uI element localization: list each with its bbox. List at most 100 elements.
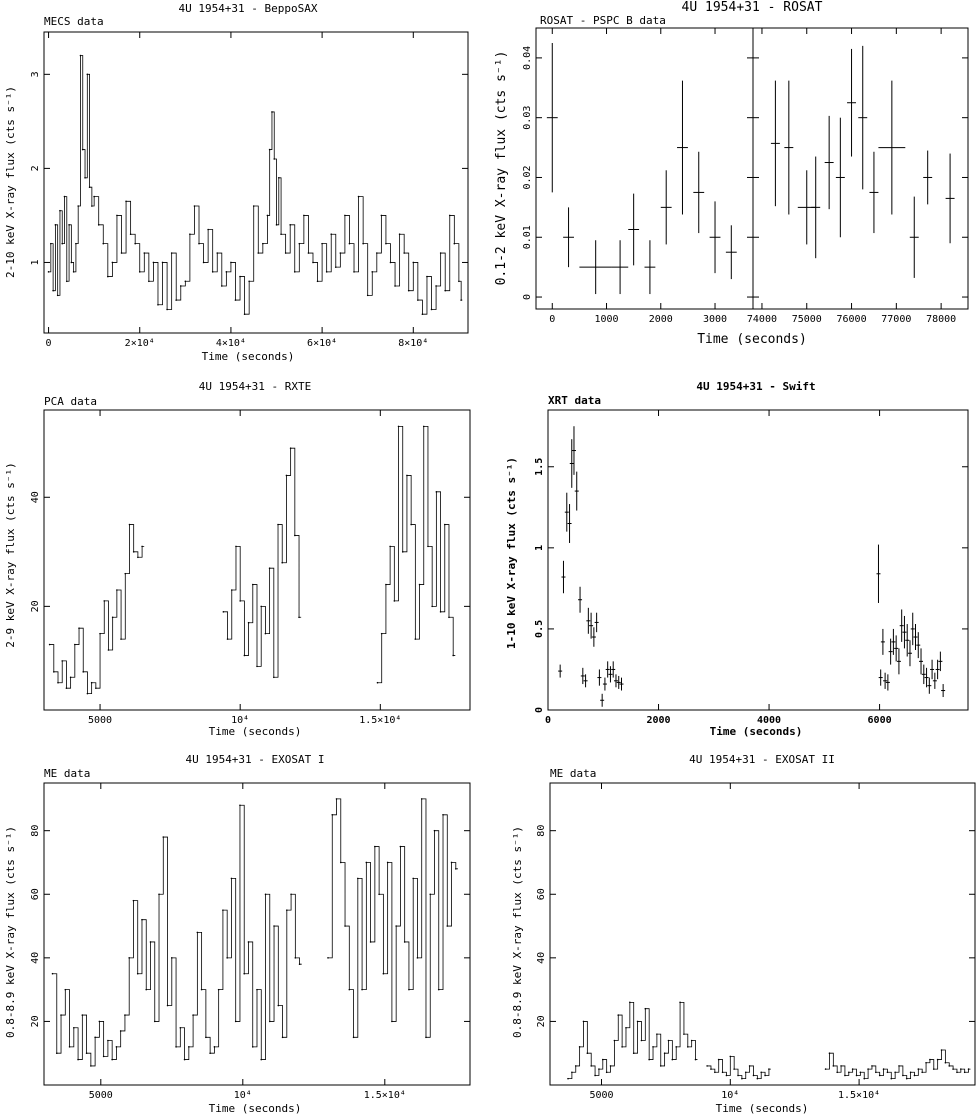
swift-xtick-label-2: 4000 [757,715,781,726]
exo2-point-0-28 [675,1046,678,1048]
exo2-point-1-3 [717,1058,720,1061]
exo1-point-0-25 [158,893,160,896]
exo1-point-1-26 [437,988,440,991]
exo2-point-2-8 [855,1074,858,1077]
exo2-point-0-12 [613,1039,616,1042]
beppo-point-0-95 [421,313,424,315]
beppo-point-0-62 [275,224,278,226]
exo2-point-1-2 [714,1071,716,1074]
exo1-point-0-18 [128,957,130,959]
exo1-point-0-51 [268,1020,271,1023]
exo1-point-0-56 [290,893,292,896]
rxte-point-1-1 [226,638,229,640]
beppo-point-0-79 [348,242,351,245]
rxte-ytick-label-0: 20 [30,600,41,612]
exo2-point-0-25 [663,1052,666,1055]
rxte-point-0-6 [74,643,76,646]
exo2-point-0-5 [586,1052,589,1055]
rxte-series-0 [49,524,145,695]
rxte-point-1-10 [264,632,267,635]
exo1-xtick-label-2: 1.5×10⁴ [364,1090,406,1101]
exo2-point-2-29 [936,1058,939,1061]
beppo-point-0-26 [120,252,123,254]
beppo-point-0-75 [330,233,333,236]
exo2-point-2-27 [929,1058,931,1061]
exo1-point-1-20 [412,877,415,880]
beppo-point-0-54 [248,280,250,283]
exo2-point-0-0 [567,1077,569,1080]
exo2-point-0-32 [690,1039,693,1042]
beppo-point-0-46 [211,271,214,273]
beppo-point-0-100 [444,289,447,292]
exo2-point-1-9 [741,1077,743,1080]
exo1-point-0-5 [73,1026,75,1029]
exo1-point-0-58 [298,963,301,965]
exo1-point-0-29 [175,1046,177,1048]
exo2-point-2-9 [859,1071,862,1074]
exo1-point-1-2 [335,798,338,800]
exo2-point-2-34 [956,1071,958,1074]
exo1-point-1-9 [365,861,368,864]
exo2-point-2-18 [894,1071,896,1074]
exo2-point-1-7 [733,1068,735,1070]
exo1-point-1-11 [374,845,376,848]
exo1-point-0-9 [90,1065,92,1067]
exo1-point-1-29 [450,861,453,864]
exo1-series-0 [52,804,302,1067]
exo2-point-0-21 [648,1058,650,1061]
exo2-point-0-6 [590,1065,593,1067]
beppo-panel: 4U 1954+31 - BeppoSAX MECS data Time (se… [4,2,469,363]
exo2-point-1-5 [725,1074,728,1077]
rxte-point-0-17 [120,638,122,640]
beppo-point-0-18 [88,186,91,189]
exo1-point-0-6 [77,1058,79,1061]
swift-ytick-label-0: 0 [534,707,545,713]
exo1-point-0-39 [217,988,220,991]
rxte-point-0-11 [95,687,97,689]
swift-frame [547,409,969,711]
exo1-point-0-22 [145,988,148,991]
exo2-point-2-31 [944,1061,947,1064]
exo2-point-1-13 [756,1077,759,1080]
exo1-point-0-40 [222,909,224,911]
beppo-point-0-16 [84,176,86,179]
beppo-point-0-60 [271,111,273,113]
exo2-series-1 [707,1055,771,1080]
exosat1-subtitle: ME data [44,767,90,780]
beppo-point-0-73 [321,242,323,245]
exo2-point-0-19 [640,1039,643,1042]
beppo-title: 4U 1954+31 - BeppoSAX [178,2,317,15]
beppo-point-0-52 [239,275,241,278]
rxte-point-0-10 [90,681,93,684]
exo1-point-1-15 [391,1020,393,1023]
exo2-point-1-16 [768,1068,770,1070]
exo2-point-2-19 [898,1065,900,1067]
exo1-point-1-25 [433,829,436,832]
rxte-point-0-19 [128,523,131,526]
exo1-point-0-23 [149,941,152,943]
exo2-point-1-15 [764,1074,766,1077]
beppo-point-0-39 [179,285,182,287]
beppo-point-0-8 [65,280,68,283]
beppo-xtick-label-4: 8×10⁴ [398,338,428,349]
exo2-point-2-37 [967,1068,970,1070]
swift-ytick-label-3: 1.5 [534,458,545,476]
exo1-point-1-14 [386,861,389,864]
beppo-point-0-67 [293,271,296,273]
rxte-point-1-4 [239,600,241,602]
exo2-point-0-7 [594,1074,596,1077]
rxte-point-1-9 [260,605,263,608]
rosat-1-xtick-label-3: 77000 [881,314,911,325]
exo2-point-2-14 [878,1074,881,1077]
beppo-point-0-28 [129,233,132,236]
rxte-point-2-14 [435,491,438,493]
exo2-point-2-16 [886,1071,889,1074]
exo2-point-2-23 [913,1074,916,1077]
exo2-point-0-18 [636,1020,639,1023]
beppo-point-0-19 [91,205,93,207]
rxte-point-1-14 [281,561,284,564]
exo1-point-0-50 [264,893,267,896]
exo1-point-1-17 [399,845,402,848]
exo1-ytick-label-1: 40 [30,952,41,964]
beppo-point-0-80 [353,271,355,273]
